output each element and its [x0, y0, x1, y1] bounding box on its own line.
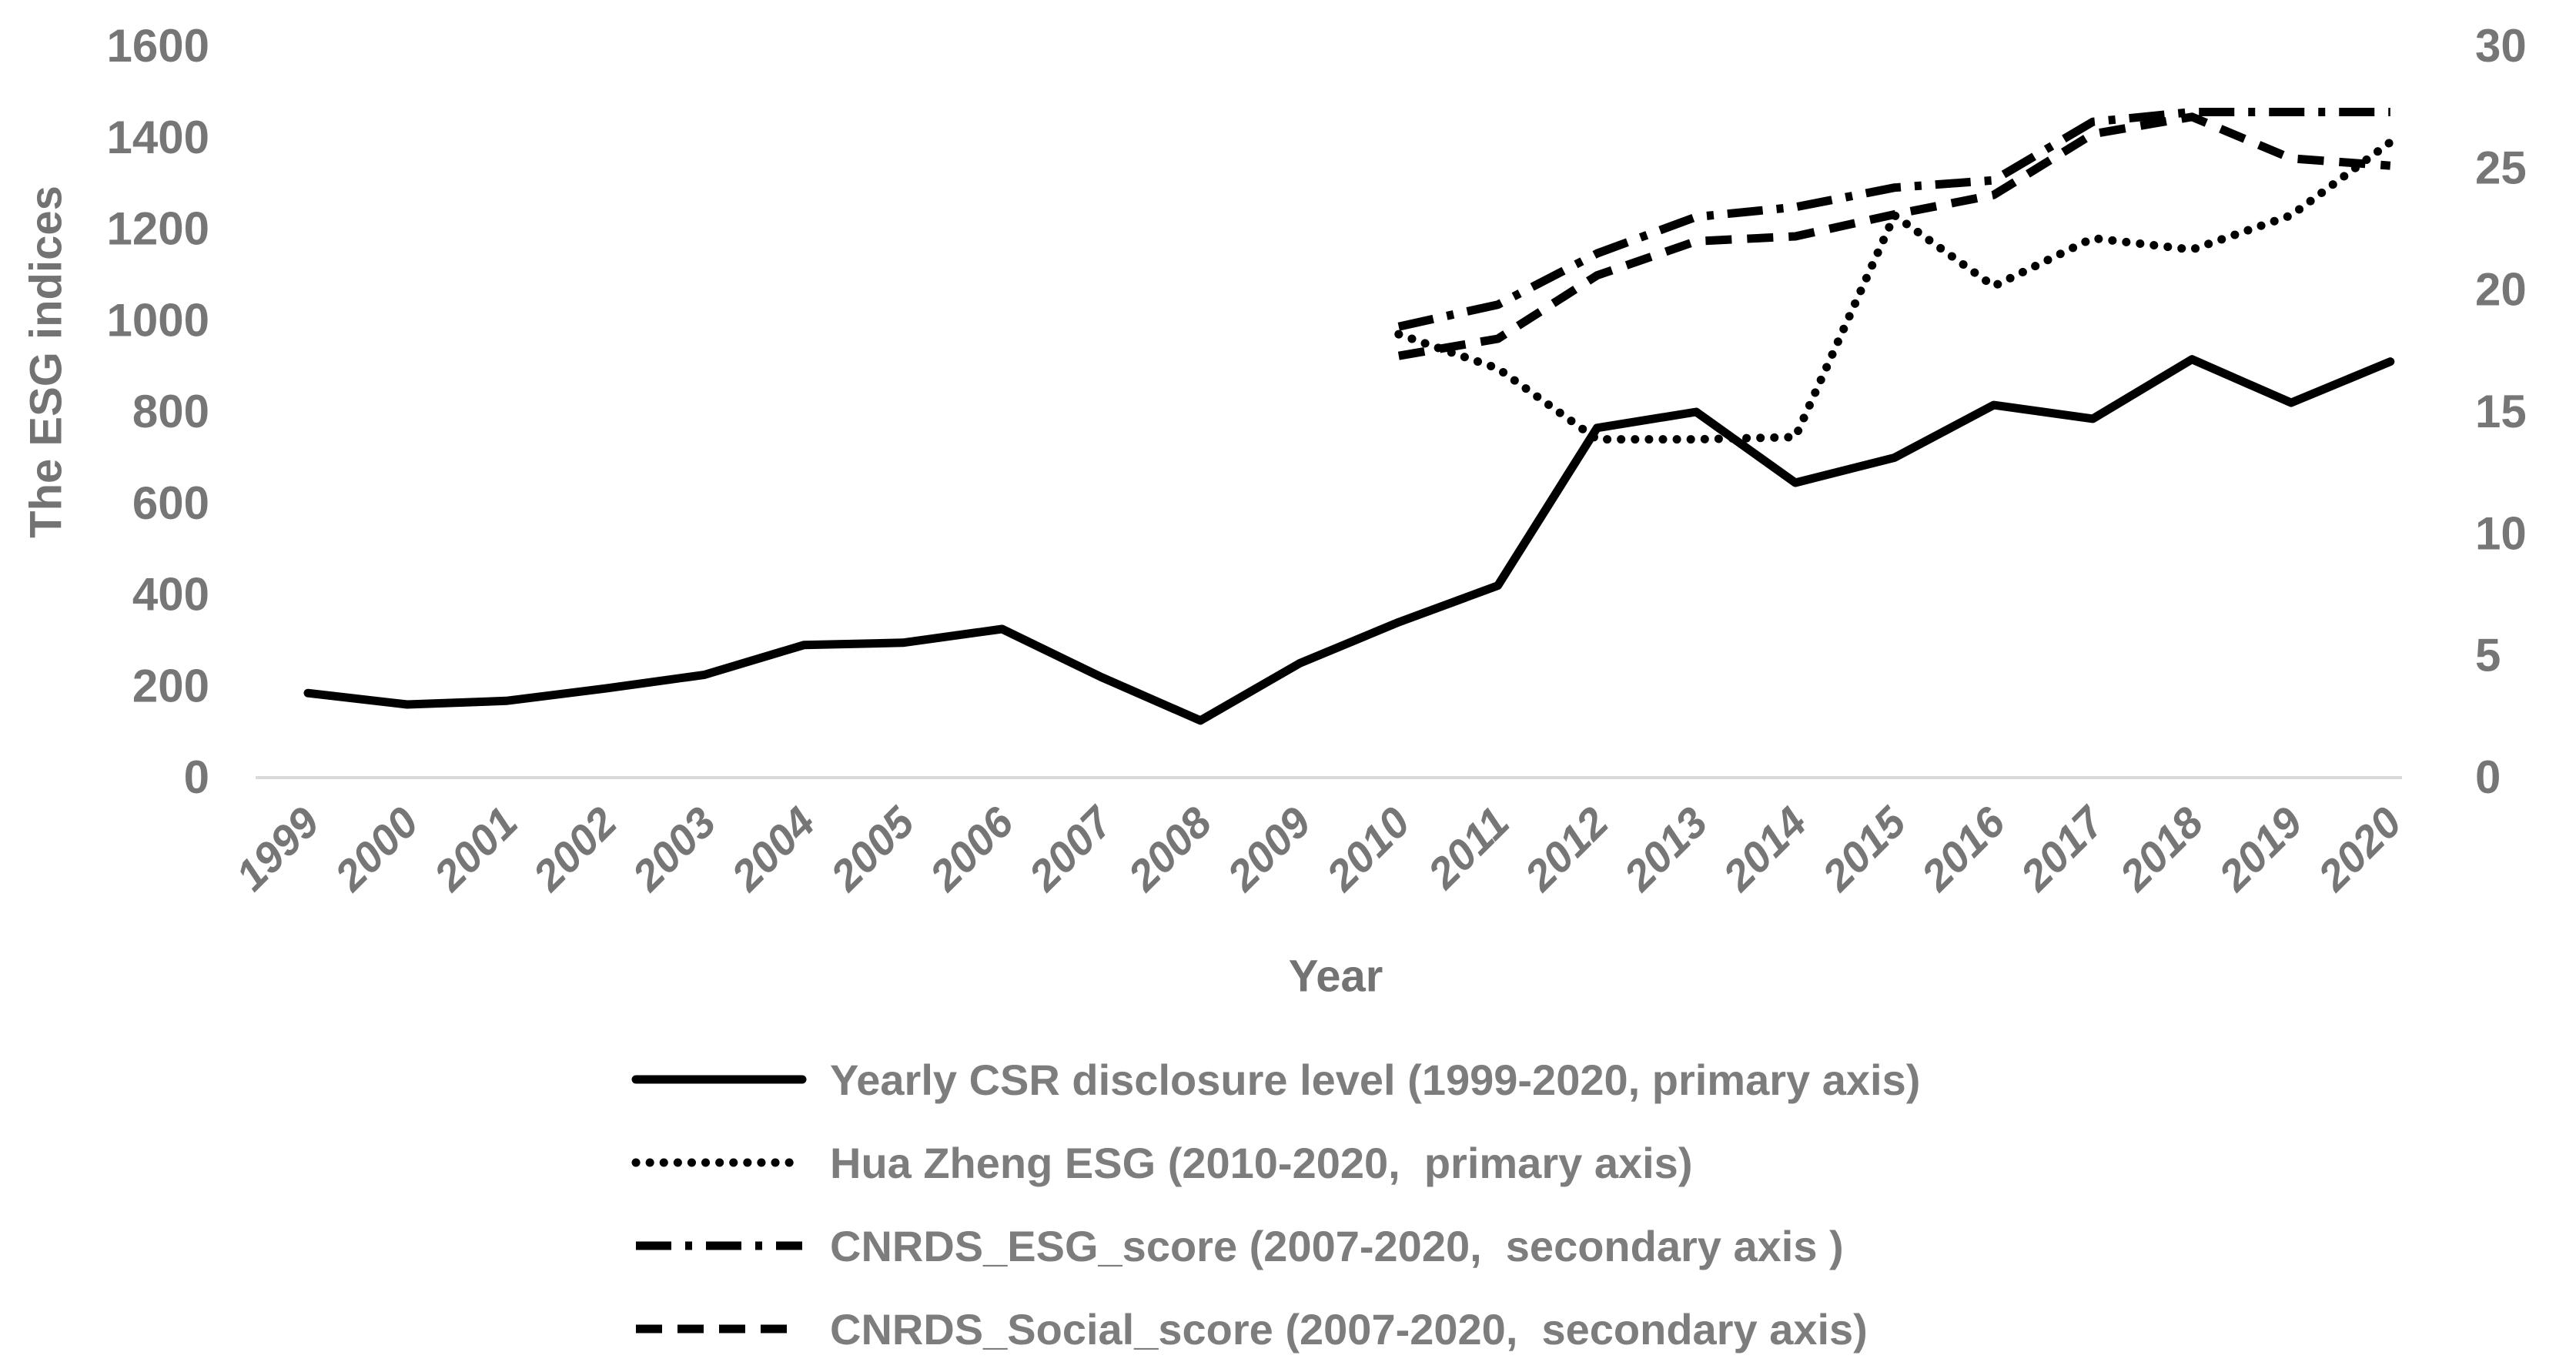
legend-line-dashdot-icon: [636, 1241, 802, 1250]
x-axis-tick-label: 2008: [1118, 797, 1221, 900]
right-axis-tick-label: 0: [2475, 751, 2501, 803]
left-axis-tick-label: 0: [184, 751, 209, 803]
legend-line-dotted-icon: [631, 1158, 807, 1167]
series-line-dashdot: [1397, 108, 2390, 331]
series-line-solid: [303, 355, 2395, 725]
left-axis-tick-label: 1600: [107, 20, 209, 72]
left-axis-tick-label: 200: [132, 660, 209, 711]
x-axis-tick-label: 2020: [2308, 798, 2410, 900]
legend-item-huazheng: Hua Zheng ESG (2010-2020, primary axis): [631, 1121, 1920, 1204]
x-axis-tick-label: 2013: [1614, 798, 1716, 900]
right-axis-tick-label: 20: [2475, 264, 2527, 316]
legend: Yearly CSR disclosure level (1999-2020, …: [631, 1038, 1920, 1370]
x-axis-tick-label: 2019: [2209, 798, 2311, 900]
right-axis-tick-label: 30: [2475, 20, 2527, 72]
x-axis-tick-label: 2018: [2109, 797, 2213, 900]
left-axis-tick-label: 600: [132, 477, 209, 529]
right-axis-tick-label: 15: [2475, 386, 2527, 437]
x-axis-tick-label: 2003: [622, 798, 724, 900]
x-axis-tick-label: 2000: [325, 798, 427, 900]
legend-line-solid-icon: [631, 1075, 807, 1084]
x-axis-tick-label: 2002: [524, 798, 626, 900]
legend-line-dashed-icon: [636, 1324, 802, 1334]
x-axis-tick-label: 2004: [721, 798, 824, 900]
legend-item-csr: Yearly CSR disclosure level (1999-2020, …: [631, 1038, 1920, 1121]
legend-item-cnrds-esg: CNRDS_ESG_score (2007-2020, secondary ax…: [631, 1204, 1920, 1287]
left-axis-tick-label: 1200: [107, 203, 209, 255]
x-axis-tick-label: 2017: [2011, 796, 2115, 900]
series-line-dashed: [1397, 112, 2391, 360]
left-axis-tick-label: 800: [132, 386, 209, 437]
x-axis-tick-label: 2012: [1515, 798, 1618, 900]
legend-item-cnrds-social: CNRDS_Social_score (2007-2020, secondary…: [631, 1287, 1920, 1370]
legend-label-cnrds-esg: CNRDS_ESG_score (2007-2020, secondary ax…: [830, 1221, 1844, 1270]
left-axis-tick-label: 1000: [107, 294, 209, 346]
right-axis-tick-label: 10: [2475, 507, 2527, 559]
x-axis-tick-label: 2001: [424, 798, 527, 900]
left-axis-tick-label: 400: [132, 569, 209, 621]
legend-label-csr: Yearly CSR disclosure level (1999-2020, …: [830, 1055, 1921, 1104]
x-axis-tick-label: 2009: [1217, 798, 1320, 900]
x-axis-tick-label: 2015: [1812, 797, 1915, 900]
x-axis-tick-label: 2011: [1418, 798, 1518, 898]
x-axis-tick-label: 2007: [1019, 796, 1123, 900]
x-axis-tick-label: 2016: [1912, 797, 2015, 900]
legend-label-cnrds-social: CNRDS_Social_score (2007-2020, secondary…: [830, 1304, 1868, 1354]
x-axis-title: Year: [1288, 951, 1383, 1002]
x-axis-tick-label: 2010: [1316, 798, 1419, 900]
x-axis-tick-label: 2005: [821, 797, 924, 900]
left-axis-tick-label: 1400: [107, 112, 209, 163]
chart-canvas: 0 200 400 600 800 1000 1200 1400 1600 0 5 10 15 20 25 3…: [107, 20, 2527, 900]
x-axis-tick-label: 1999: [226, 798, 329, 900]
right-axis-tick-label: 25: [2475, 142, 2527, 193]
right-axis-tick-label: 5: [2475, 630, 2501, 681]
x-axis-tick-label: 2014: [1713, 798, 1815, 900]
x-axis-tick-label: 2006: [920, 797, 1023, 900]
legend-label-huazheng: Hua Zheng ESG (2010-2020, primary axis): [830, 1138, 1693, 1187]
